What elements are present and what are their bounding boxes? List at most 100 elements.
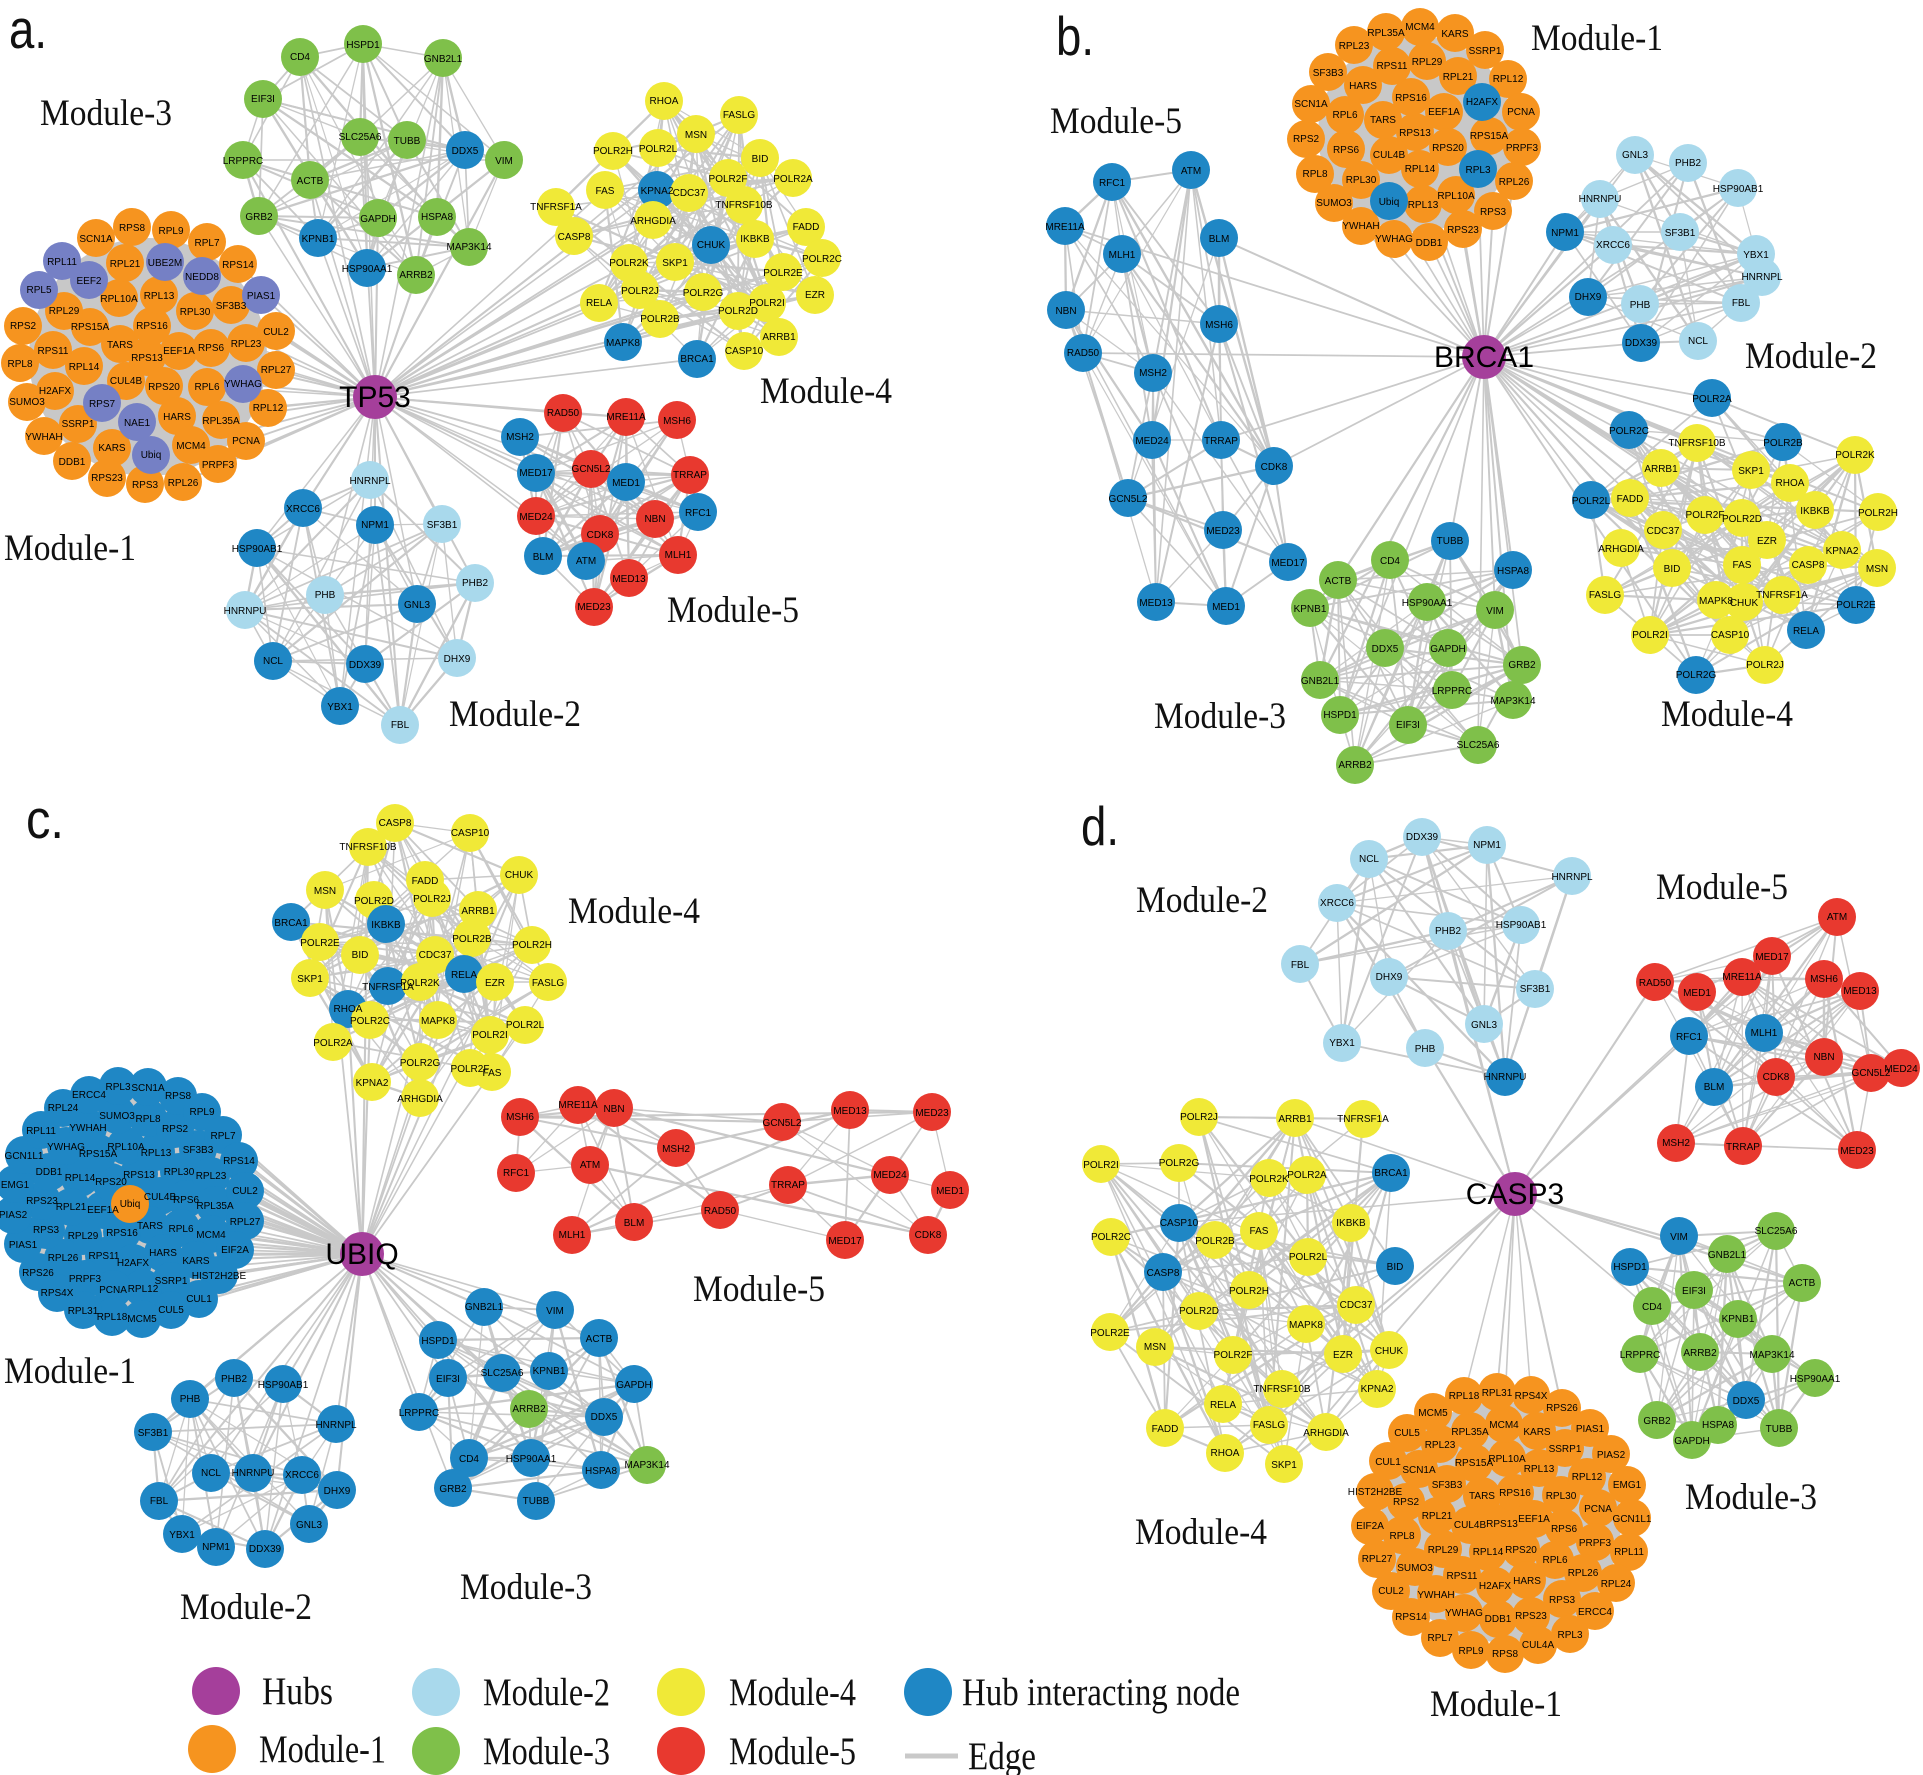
svg-text:FAS: FAS: [596, 186, 615, 197]
svg-text:EZR: EZR: [1333, 1350, 1353, 1361]
svg-text:RPS16: RPS16: [106, 1228, 138, 1239]
svg-text:HSPD1: HSPD1: [421, 1336, 455, 1347]
svg-text:CUL4A: CUL4A: [1522, 1640, 1555, 1651]
svg-text:RPL10A: RPL10A: [107, 1142, 145, 1153]
svg-text:H2AFX: H2AFX: [1479, 1581, 1512, 1592]
svg-text:Ubiq: Ubiq: [120, 1199, 141, 1210]
svg-text:GNL3: GNL3: [1471, 1020, 1498, 1031]
svg-text:VIM: VIM: [1670, 1232, 1688, 1243]
svg-text:MSH2: MSH2: [1139, 368, 1167, 379]
svg-text:GCN5L2: GCN5L2: [1109, 494, 1148, 505]
svg-text:YBX1: YBX1: [169, 1530, 195, 1541]
svg-text:DDX39: DDX39: [349, 660, 382, 671]
svg-text:VIM: VIM: [495, 156, 513, 167]
svg-text:CUL2: CUL2: [232, 1186, 258, 1197]
svg-text:DHX9: DHX9: [444, 654, 471, 665]
svg-text:RPS4X: RPS4X: [1515, 1391, 1548, 1402]
svg-text:RPL30: RPL30: [164, 1167, 195, 1178]
svg-text:KPNB1: KPNB1: [302, 234, 335, 245]
svg-text:TNFRSF1A: TNFRSF1A: [1337, 1114, 1389, 1125]
svg-text:MED13: MED13: [612, 574, 646, 585]
svg-text:SSRP1: SSRP1: [62, 419, 95, 430]
svg-text:MSH6: MSH6: [1205, 320, 1233, 331]
svg-text:RPS13: RPS13: [1486, 1519, 1518, 1530]
svg-text:RFC1: RFC1: [1099, 178, 1126, 189]
svg-text:RPL23: RPL23: [196, 1171, 227, 1182]
svg-text:NBN: NBN: [1055, 306, 1076, 317]
svg-text:POLR2A: POLR2A: [1287, 1170, 1327, 1181]
svg-text:ACTB: ACTB: [297, 176, 324, 187]
svg-text:MSN: MSN: [1144, 1342, 1166, 1353]
svg-text:POLR2E: POLR2E: [1836, 600, 1876, 611]
svg-text:FASLG: FASLG: [1589, 590, 1621, 601]
svg-text:FAS: FAS: [483, 1068, 502, 1079]
svg-text:NEDD8: NEDD8: [185, 272, 219, 283]
svg-text:CDK8: CDK8: [1763, 1072, 1790, 1083]
svg-text:RPS13: RPS13: [131, 353, 163, 364]
svg-text:RPS20: RPS20: [95, 1177, 127, 1188]
svg-text:RPL3: RPL3: [1465, 165, 1490, 176]
svg-text:XRCC6: XRCC6: [285, 1470, 319, 1481]
svg-text:FADD: FADD: [1152, 1424, 1179, 1435]
svg-text:MCM4: MCM4: [176, 441, 206, 452]
svg-text:PIAS1: PIAS1: [247, 291, 276, 302]
svg-text:RPL9: RPL9: [158, 226, 183, 237]
svg-text:RPS3: RPS3: [1480, 207, 1507, 218]
svg-text:POLR2B: POLR2B: [1763, 438, 1803, 449]
svg-text:SUMO3: SUMO3: [1397, 1563, 1433, 1574]
svg-text:GAPDH: GAPDH: [360, 214, 396, 225]
svg-text:MRE11A: MRE11A: [1045, 222, 1085, 233]
svg-text:RPL26: RPL26: [1499, 177, 1530, 188]
svg-text:RPS7: RPS7: [89, 399, 116, 410]
svg-text:RPL13: RPL13: [1524, 1464, 1555, 1475]
svg-text:YWHAH: YWHAH: [25, 432, 62, 443]
svg-text:TUBB: TUBB: [1766, 1424, 1793, 1435]
svg-text:Module-5: Module-5: [693, 1269, 825, 1310]
svg-text:YWHAH: YWHAH: [1342, 221, 1379, 232]
svg-text:MED1: MED1: [936, 1186, 964, 1197]
svg-text:SKP1: SKP1: [297, 974, 323, 985]
svg-text:HSPD1: HSPD1: [1613, 1262, 1647, 1273]
svg-text:Module-2: Module-2: [1745, 336, 1877, 377]
svg-text:CUL4B: CUL4B: [144, 1192, 177, 1203]
svg-text:EEF1A: EEF1A: [1518, 1514, 1550, 1525]
svg-text:KPNB1: KPNB1: [533, 1366, 566, 1377]
svg-text:DDX5: DDX5: [591, 1412, 618, 1423]
svg-text:PHB: PHB: [180, 1394, 201, 1405]
svg-text:b.: b.: [1056, 5, 1094, 67]
svg-text:RPL35A: RPL35A: [196, 1201, 234, 1212]
svg-text:DHX9: DHX9: [1575, 292, 1602, 303]
svg-text:RPL24: RPL24: [1601, 1579, 1632, 1590]
svg-text:DDX39: DDX39: [1406, 832, 1439, 843]
svg-text:HNRNPU: HNRNPU: [1484, 1072, 1527, 1083]
svg-text:POLR2D: POLR2D: [1179, 1306, 1219, 1317]
svg-text:KPNB1: KPNB1: [1294, 604, 1327, 615]
svg-text:YWHAG: YWHAG: [1375, 234, 1413, 245]
svg-text:CUL5: CUL5: [1394, 1428, 1420, 1439]
svg-text:Ubiq: Ubiq: [1379, 197, 1400, 208]
svg-text:DDX5: DDX5: [452, 146, 479, 157]
svg-text:RPL8: RPL8: [1389, 1531, 1414, 1542]
svg-text:EIF3I: EIF3I: [436, 1374, 460, 1385]
svg-text:MLH1: MLH1: [559, 1230, 586, 1241]
svg-text:CDK8: CDK8: [1261, 462, 1288, 473]
svg-text:RPL24: RPL24: [48, 1103, 79, 1114]
svg-text:XRCC6: XRCC6: [286, 504, 320, 515]
svg-text:HSP90AB1: HSP90AB1: [258, 1380, 309, 1391]
svg-text:MED1: MED1: [1683, 988, 1711, 999]
svg-text:MAPK8: MAPK8: [1289, 1320, 1323, 1331]
svg-text:EZR: EZR: [805, 290, 825, 301]
svg-text:Module-1: Module-1: [4, 1351, 136, 1392]
svg-text:RPL8: RPL8: [135, 1114, 160, 1125]
svg-text:POLR2A: POLR2A: [313, 1038, 353, 1049]
svg-text:GAPDH: GAPDH: [1674, 1436, 1710, 1447]
svg-text:NPM1: NPM1: [1473, 840, 1501, 851]
svg-text:GRB2: GRB2: [1643, 1416, 1671, 1427]
svg-text:POLR2L: POLR2L: [639, 144, 678, 155]
svg-text:Module-5: Module-5: [1656, 867, 1788, 908]
svg-text:RPS20: RPS20: [148, 382, 180, 393]
svg-text:GNL3: GNL3: [296, 1520, 323, 1531]
svg-text:HSP90AA1: HSP90AA1: [506, 1454, 557, 1465]
svg-text:EZR: EZR: [485, 978, 505, 989]
svg-text:NCL: NCL: [1359, 854, 1379, 865]
